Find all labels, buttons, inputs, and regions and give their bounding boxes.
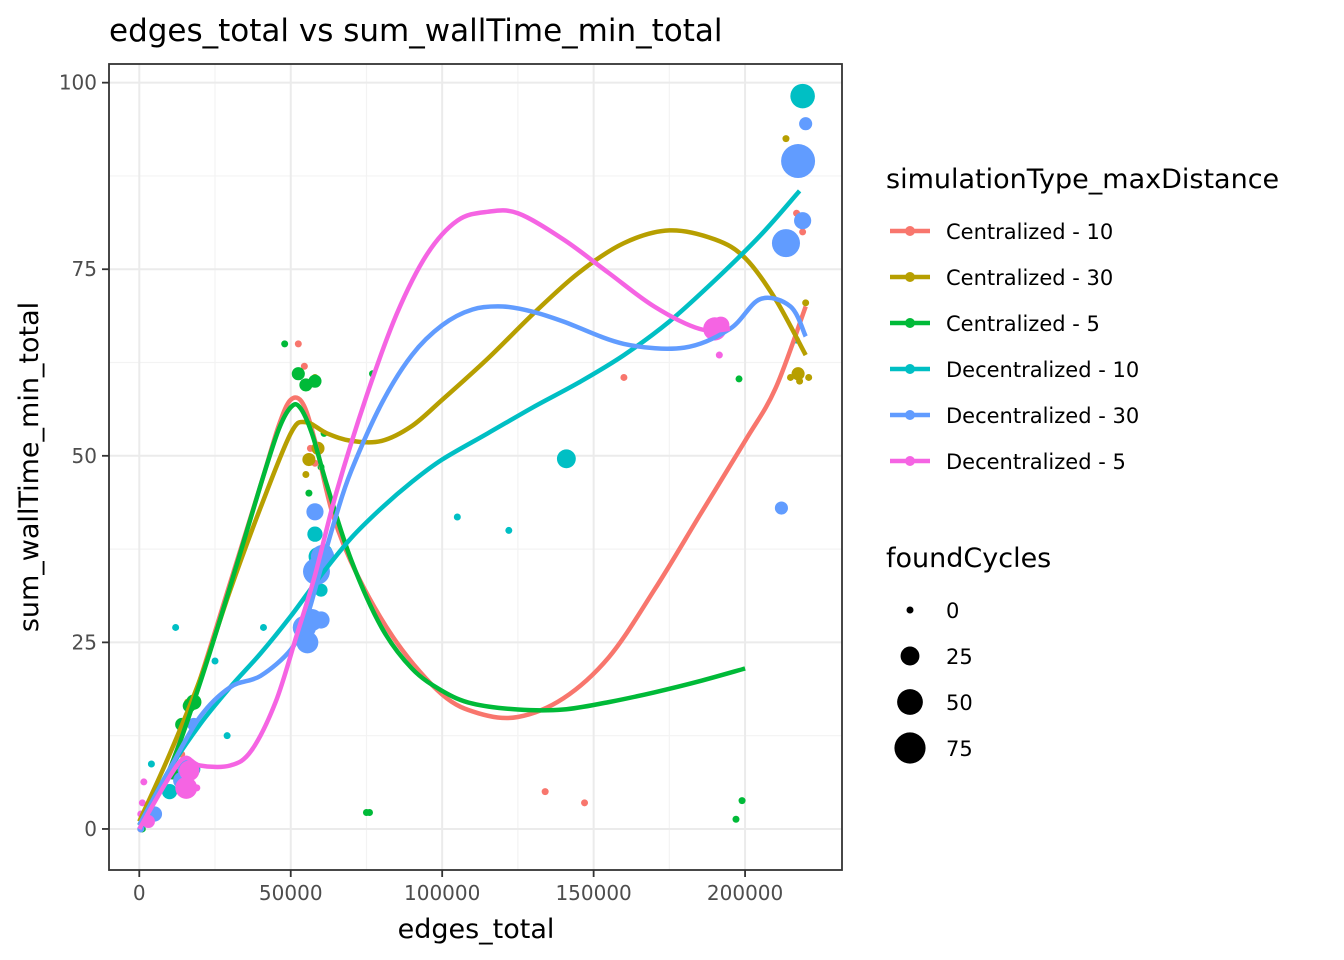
y-axis-title: sum_wallTime_min_total: [14, 302, 45, 632]
x-axis: 0 50000 100000 150000 200000: [133, 870, 783, 905]
plot-panel-border: [108, 63, 843, 871]
data-point: [308, 374, 322, 388]
data-point: [505, 526, 513, 534]
legend-key-point: [905, 456, 915, 466]
smooth-lines: [137, 189, 808, 831]
x-tick-label: 200000: [707, 881, 783, 905]
data-point: [223, 732, 231, 740]
data-point: [193, 784, 201, 792]
data-point: [738, 797, 746, 805]
data-point: [175, 776, 198, 799]
legend-key-point: [905, 226, 915, 236]
x-tick-label: 100000: [404, 881, 480, 905]
grid-minor-lines: [109, 64, 842, 870]
data-point: [794, 212, 812, 230]
size-legend-point: [897, 689, 923, 715]
data-point: [453, 513, 461, 521]
size-legend-label: 50: [946, 691, 973, 715]
data-point: [782, 135, 790, 143]
data-point: [305, 489, 313, 497]
legend-label: Centralized - 10: [946, 220, 1113, 244]
x-tick-label: 150000: [555, 881, 631, 905]
size-legend-label: 75: [946, 737, 973, 761]
smooth-line: [137, 208, 731, 831]
color-legend: simulationType_maxDistance Centralized -…: [886, 164, 1279, 474]
grid-major-lines: [109, 64, 842, 870]
data-point: [302, 470, 310, 478]
data-point: [732, 815, 740, 823]
data-point: [799, 228, 807, 236]
data-point: [259, 623, 267, 631]
data-point: [138, 799, 146, 807]
data-point: [802, 299, 810, 307]
legend-key-point: [905, 272, 915, 282]
y-tick-label: 50: [72, 444, 97, 468]
data-point: [774, 501, 788, 515]
data-point: [312, 611, 330, 629]
data-point: [735, 375, 743, 383]
data-point: [300, 362, 308, 370]
legend-label: Centralized - 5: [946, 312, 1100, 336]
data-point: [307, 526, 323, 542]
y-tick-label: 100: [59, 71, 97, 95]
y-axis: 0 25 50 75 100: [59, 71, 109, 841]
legend-key-point: [905, 318, 915, 328]
data-point: [172, 623, 180, 631]
legend-key-point: [905, 410, 915, 420]
size-legend-point: [894, 732, 926, 764]
legend-key-point: [905, 364, 915, 374]
plot-panel-background: [109, 64, 842, 870]
x-tick-label: 0: [133, 881, 146, 905]
color-legend-title: simulationType_maxDistance: [886, 164, 1279, 195]
data-point: [805, 373, 813, 381]
chart-title: edges_total vs sum_wallTime_min_total: [109, 13, 723, 49]
data-point: [365, 809, 373, 817]
data-point: [161, 783, 178, 800]
size-legend-label: 0: [946, 599, 959, 623]
data-point: [556, 449, 576, 469]
y-tick-label: 25: [72, 630, 97, 654]
data-point: [294, 340, 302, 348]
data-point: [715, 351, 723, 359]
data-point: [781, 144, 816, 179]
data-point: [281, 340, 289, 348]
size-legend-point: [900, 646, 920, 666]
data-point: [796, 377, 804, 385]
size-legend: foundCycles 0 25 50 75: [886, 543, 1051, 764]
size-legend-label: 25: [946, 645, 973, 669]
data-point: [799, 117, 813, 131]
data-point: [302, 452, 316, 467]
y-tick-label: 0: [84, 817, 97, 841]
data-point: [211, 657, 219, 665]
data-point: [581, 799, 589, 807]
legend-label: Decentralized - 30: [946, 404, 1139, 428]
data-point: [296, 631, 319, 654]
data-point: [291, 367, 305, 381]
data-point: [140, 778, 148, 786]
x-axis-title: edges_total: [398, 914, 555, 945]
legend-label: Decentralized - 10: [946, 358, 1139, 382]
smooth-line: [137, 402, 746, 827]
data-point: [147, 760, 155, 768]
legend-label: Centralized - 30: [946, 266, 1113, 290]
legend-label: Decentralized - 5: [946, 450, 1126, 474]
data-point: [306, 503, 324, 521]
size-legend-title: foundCycles: [886, 543, 1051, 574]
y-tick-label: 75: [72, 257, 97, 281]
data-point: [790, 83, 815, 109]
data-point: [771, 229, 800, 258]
data-point: [620, 373, 628, 381]
data-point: [791, 367, 805, 381]
size-legend-point: [906, 606, 914, 614]
x-tick-label: 50000: [259, 881, 323, 905]
smooth-line: [137, 295, 808, 827]
data-point: [541, 788, 549, 796]
